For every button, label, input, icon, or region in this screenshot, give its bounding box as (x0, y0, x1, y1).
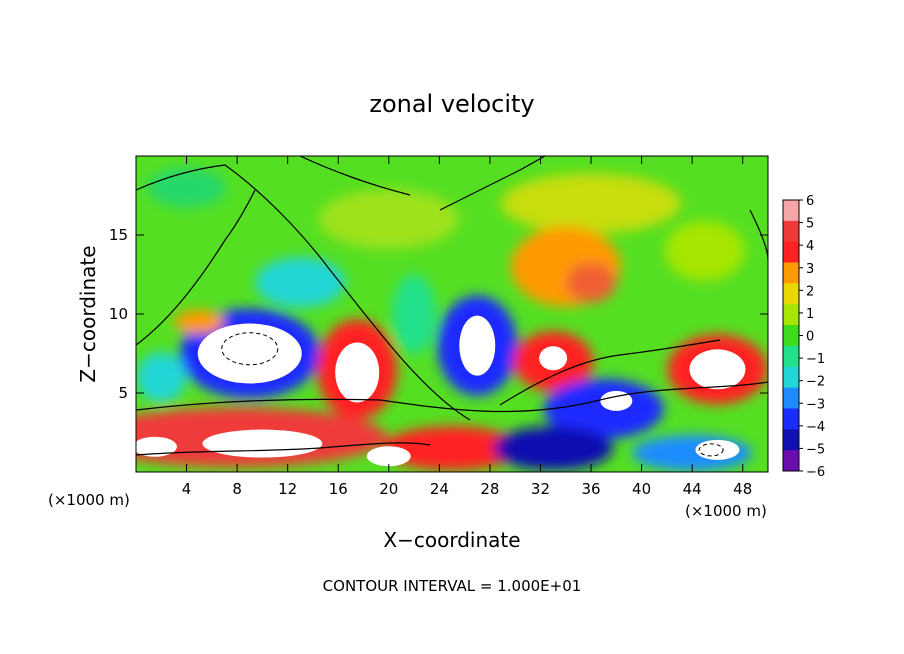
x-unit-right: (×1000 m) (685, 502, 767, 520)
saturation-region-0 (197, 323, 302, 384)
contour-6 (499, 339, 721, 406)
saturation-region-6 (202, 429, 323, 458)
colorbar-segment-7 (783, 345, 799, 368)
x-axis-ticks: 4 8 12 16 20 24 28 32 36 40 44 48 (182, 156, 752, 498)
x-tick-label-8: 36 (581, 480, 600, 498)
colorbar-segment-0 (783, 200, 799, 222)
saturation-region-8 (695, 439, 740, 460)
x-unit-left: (×1000 m) (48, 491, 130, 509)
contour-lines (136, 156, 768, 457)
colorbar-segment-4 (783, 283, 799, 305)
x-tick-label-10: 44 (683, 480, 702, 498)
colorbar-segment-8 (783, 366, 799, 389)
x-tick-label-3: 16 (329, 480, 348, 498)
field-blob-15 (382, 426, 522, 471)
x-tick-label-5: 24 (430, 480, 449, 498)
colorbar (782, 199, 800, 472)
colorbar-label-11: −5 (806, 442, 825, 457)
field-blob-16 (493, 426, 614, 471)
field-blob-9 (392, 274, 437, 354)
colorbar-label-9: −3 (806, 397, 825, 412)
colorbar-label-2: 4 (806, 239, 814, 254)
heatmap-field (136, 156, 768, 472)
contour-2 (439, 156, 546, 211)
contour-3 (299, 156, 411, 196)
x-tick-label-2: 12 (278, 480, 297, 498)
x-tick-label-1: 8 (232, 480, 242, 498)
y-tick-label-1: 10 (109, 305, 128, 323)
x-tick-label-9: 40 (632, 480, 651, 498)
y-axis-ticks: 5 10 15 (109, 226, 768, 402)
colorbar-segment-6 (783, 325, 799, 347)
contour-4 (136, 381, 768, 413)
colorbar-labels: 6 5 4 3 2 1 0 −1 −2 −3 −4 −5 −6 (799, 194, 825, 480)
saturation-region-7 (366, 446, 411, 467)
x-axis-label: X−coordinate (383, 528, 520, 552)
colorbar-label-3: 3 (806, 262, 814, 277)
colorbar-segment-3 (783, 262, 799, 284)
y-tick-label-2: 15 (109, 226, 128, 244)
contour-interval-note: CONTOUR INTERVAL = 1.000E+01 (323, 577, 582, 595)
x-tick-label-0: 4 (182, 480, 192, 498)
field-blob-19 (136, 352, 187, 403)
colorbar-segment-1 (783, 220, 799, 243)
contour-1 (136, 189, 256, 346)
contour-5 (136, 442, 431, 456)
colorbar-label-6: 0 (806, 330, 814, 345)
colorbar-label-5: 1 (806, 307, 814, 322)
x-tick-label-7: 32 (531, 480, 550, 498)
negative-contour-0 (221, 332, 279, 366)
colorbar-segment-2 (783, 241, 799, 264)
saturation-region-2 (459, 315, 496, 376)
colorbar-label-10: −4 (806, 420, 825, 435)
colorbar-segment-11 (783, 429, 799, 451)
chart-title: zonal velocity (369, 90, 534, 118)
negative-contour-1 (698, 443, 724, 457)
saturation-region-3 (539, 346, 568, 371)
x-tick-label-6: 28 (480, 480, 499, 498)
field-blob-1 (318, 189, 459, 250)
saturation-region-9 (136, 436, 177, 457)
x-tick-label-4: 20 (379, 480, 398, 498)
colorbar-segment-5 (783, 304, 799, 326)
y-axis-label: Z−coordinate (76, 245, 100, 382)
field-blob-2 (501, 173, 682, 234)
colorbar-segment-10 (783, 408, 799, 430)
field-blob-18 (174, 309, 225, 334)
contour-0 (136, 164, 471, 421)
saturation-region-5 (600, 390, 633, 411)
field-blob-4 (566, 262, 617, 303)
y-tick-label-0: 5 (118, 384, 128, 402)
colorbar-label-8: −2 (806, 375, 825, 390)
colorbar-label-7: −1 (806, 352, 825, 367)
colorbar-label-0: 6 (806, 194, 814, 209)
x-tick-label-11: 48 (733, 480, 752, 498)
saturation-region-4 (689, 349, 746, 390)
field-blob-7 (255, 257, 346, 308)
colorbar-segment-9 (783, 387, 799, 409)
colorbar-segment-12 (783, 450, 799, 472)
field-blob-0 (146, 167, 227, 208)
saturation-region-1 (335, 342, 380, 403)
field-blob-5 (664, 220, 745, 281)
colorbar-label-4: 2 (806, 284, 814, 299)
colorbar-label-1: 5 (806, 217, 814, 232)
colorbar-label-12: −6 (806, 465, 825, 480)
field-blobs (136, 167, 768, 472)
